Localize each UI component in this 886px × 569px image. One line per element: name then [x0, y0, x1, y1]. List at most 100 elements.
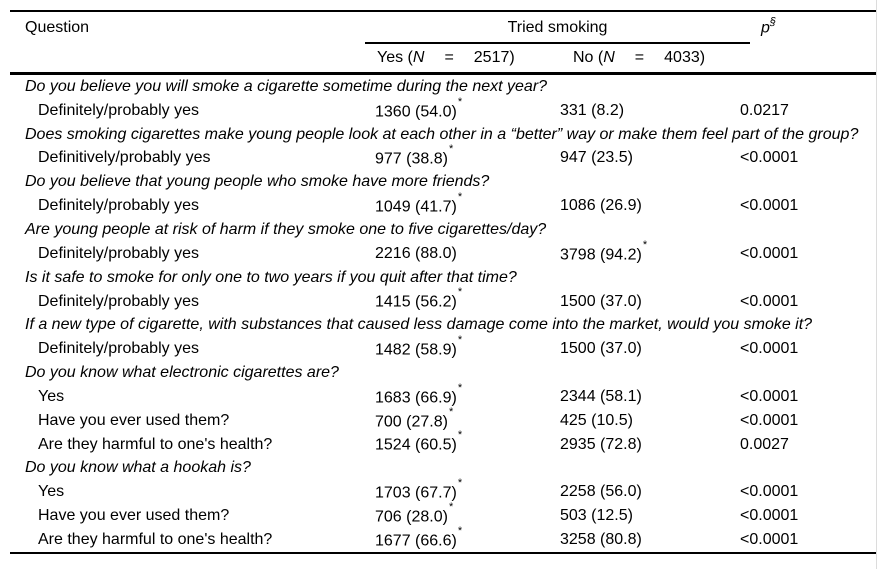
significance-star-icon: * [457, 286, 463, 299]
answer-label: Definitely/probably yes [38, 244, 199, 262]
no-value: 425 (10.5) [560, 411, 633, 429]
yes-value: 706 (28.0) [375, 508, 448, 526]
yes-value-cell: 1049 (41.7)* [375, 191, 560, 218]
significance-star-icon: * [448, 500, 454, 513]
yes-value: 977 (38.8) [375, 150, 448, 168]
yes-value: 700 (27.8) [375, 412, 448, 430]
no-value-cell: 1500 (37.0) [560, 337, 740, 361]
yes-value: 1524 (60.5) [375, 436, 457, 454]
p-value-cell: <0.0001 [740, 292, 799, 310]
yes-value-cell: 1677 (66.6)* [375, 525, 560, 553]
yes-value-cell: 1360 (54.0)* [375, 95, 560, 123]
no-value: 2344 (58.1) [560, 387, 642, 405]
p-value-cell: <0.0001 [740, 149, 799, 167]
p-value-cell: <0.0001 [740, 387, 799, 405]
question-text: Does smoking cigarettes make young peopl… [25, 125, 859, 143]
no-value: 3258 (80.8) [560, 530, 642, 548]
no-value: 2935 (72.8) [560, 435, 642, 453]
significance-star-icon: * [457, 477, 463, 490]
section-mark-superscript: § [769, 16, 777, 29]
answer-label: Definitely/probably yes [38, 292, 199, 310]
question-row: Do you know what a hookah is? [10, 457, 876, 481]
no-value-cell: 503 (12.5) [560, 504, 740, 528]
significance-star-icon: * [457, 381, 463, 394]
p-column-header: p§ [740, 11, 876, 43]
yes-value-cell: 1703 (67.7)* [375, 477, 560, 504]
p-value-cell: <0.0001 [740, 340, 799, 358]
significance-star-icon: * [457, 334, 463, 347]
answer-label: Yes [38, 483, 65, 501]
p-value-cell: <0.0001 [740, 530, 799, 548]
yes-prefix: Yes ( [377, 48, 413, 66]
answer-label: Have you ever used them? [38, 411, 230, 429]
significance-star-icon: * [448, 405, 454, 418]
yes-value-cell: 700 (27.8)* [375, 405, 560, 433]
empty-header-cell [740, 43, 877, 75]
question-row: If a new type of cigarette, with substan… [10, 313, 876, 337]
answer-label: Have you ever used them? [38, 507, 230, 525]
question-row: Do you believe you will smoke a cigarett… [10, 74, 876, 99]
yes-value: 1482 (58.9) [375, 341, 457, 359]
figure-edge-divider [876, 0, 877, 569]
p-symbol: p [761, 19, 770, 37]
equals-sign: = [444, 48, 454, 66]
yes-value-cell: 706 (28.0)* [375, 500, 560, 528]
yes-value: 1415 (56.2) [375, 293, 457, 311]
answer-label: Definitively/probably yes [38, 149, 211, 167]
question-text: Do you believe that young people who smo… [25, 173, 490, 191]
no-column-header: No (N = 4033) [560, 43, 741, 75]
significance-star-icon: * [642, 238, 648, 251]
question-row: Do you know what electronic cigarettes a… [10, 361, 876, 385]
answer-row: Definitively/probably yes 977 (38.8)* 947 … [10, 144, 876, 171]
tried-smoking-label: Tried smoking [507, 18, 608, 36]
no-value-cell: 425 (10.5) [560, 409, 740, 433]
question-text: Do you believe you will smoke a cigarett… [25, 77, 548, 95]
answer-label: Definitely/probably yes [38, 340, 199, 358]
yes-value-cell: 1415 (56.2)* [375, 287, 560, 314]
answer-label: Yes [38, 387, 65, 405]
significance-star-icon: * [457, 95, 463, 108]
yes-value-cell: 977 (38.8)* [375, 144, 560, 171]
yes-value: 1360 (54.0) [375, 102, 457, 120]
yes-value-cell: 1524 (60.5)* [375, 430, 560, 457]
table-body: Do you believe you will smoke a cigarett… [10, 74, 876, 553]
results-table: Question Tried smoking p§ Yes (N = 2517) N… [10, 10, 877, 554]
no-value-cell: 2344 (58.1) [560, 385, 740, 409]
yes-value: 1703 (67.7) [375, 484, 457, 502]
no-value-cell: 947 (23.5) [560, 147, 740, 171]
no-value-cell: 2258 (56.0) [560, 480, 740, 504]
no-value-cell: 1500 (37.0) [560, 290, 740, 314]
question-row: Do you believe that young people who smo… [10, 170, 876, 194]
answer-row: Yes 1683 (66.9)* 2344 (58.1) <0.0001 [10, 381, 876, 409]
no-prefix: No ( [573, 48, 604, 66]
question-text: Do you know what a hookah is? [25, 459, 251, 477]
answer-label: Are they harmful to one's health? [38, 435, 273, 453]
p-value-cell: <0.0001 [740, 507, 799, 525]
answer-row: Have you ever used them? 700 (27.8)* 425 (… [10, 405, 876, 433]
p-value-cell: <0.0001 [740, 411, 799, 429]
answer-row: Have you ever used them? 706 (28.0)* 503 (… [10, 500, 876, 528]
tried-smoking-group-header: Tried smoking [364, 11, 751, 43]
yes-value: 1683 (66.9) [375, 389, 457, 407]
answer-row: Definitely/probably yes 2216 (88.0) 3798 (… [10, 238, 876, 266]
answer-label: Definitely/probably yes [38, 101, 199, 119]
yes-column-header: Yes (N = 2517) [375, 43, 560, 75]
no-value: 331 (8.2) [560, 101, 625, 119]
answer-row: Definitely/probably yes 1360 (54.0)* 331 (… [10, 95, 876, 123]
p-value-cell: <0.0001 [740, 197, 799, 215]
answer-label: Are they harmful to one's health? [38, 530, 273, 548]
no-value: 1500 (37.0) [560, 292, 642, 310]
question-row: Does smoking cigarettes make young peopl… [10, 123, 876, 147]
n-variable: N [603, 48, 615, 66]
p-value-cell: 0.0217 [740, 101, 789, 119]
no-value-cell: 3258 (80.8) [560, 528, 740, 553]
answer-label: Definitely/probably yes [38, 197, 199, 215]
answer-row: Definitely/probably yes 1415 (56.2)* 1500 … [10, 287, 876, 314]
p-value-cell: 0.0027 [740, 435, 789, 453]
question-row: Is it safe to smoke for only one to two … [10, 266, 876, 290]
no-value: 503 (12.5) [560, 507, 633, 525]
question-text: Is it safe to smoke for only one to two … [25, 268, 517, 286]
p-value-cell: <0.0001 [740, 244, 799, 262]
no-value: 947 (23.5) [560, 149, 633, 167]
yes-value: 1049 (41.7) [375, 198, 457, 216]
